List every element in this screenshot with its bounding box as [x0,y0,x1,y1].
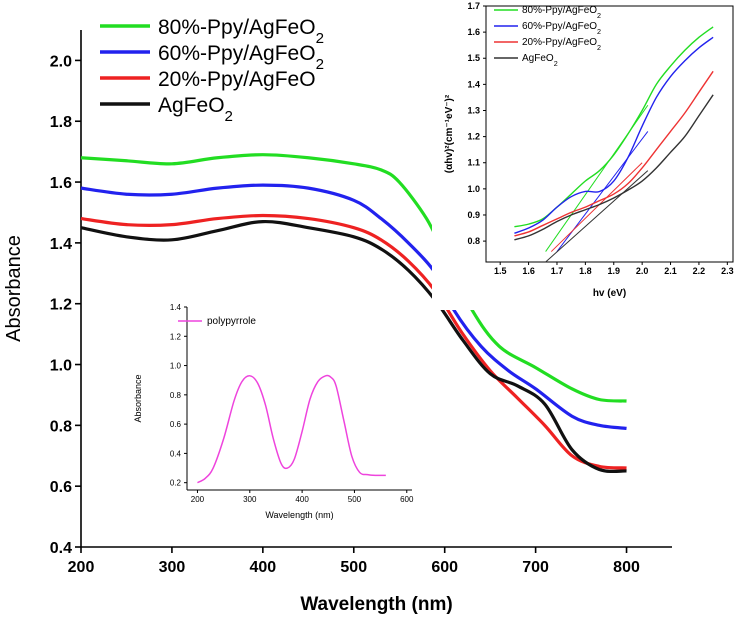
tauc-y-tick-label: 1.5 [467,53,480,63]
tauc-x-tick-label: 2.0 [636,266,649,276]
main-legend-label: AgFeO2 [158,94,233,125]
main-y-tick-label: 2.0 [50,53,72,70]
tauc-x-tick-label: 1.6 [522,266,535,276]
polypyrrole-x-tick-label: 200 [191,495,205,504]
tauc-y-tick-label: 1.0 [467,184,480,194]
polypyrrole-x-tick-label: 300 [243,495,257,504]
main-series-line [80,213,627,470]
main-x-tick-label: 600 [431,559,458,576]
main-series-line [80,153,627,403]
polypyrrole-y-tick-label: 0.4 [170,449,182,458]
tauc-legend-label: 80%-Ppy/AgFeO2 [522,5,601,20]
polypyrrole-y-tick-label: 1.2 [170,332,182,341]
tauc-x-tick-label: 1.7 [551,266,564,276]
tauc-legend-label: 20%-Ppy/AgFeO2 [522,37,601,52]
main-x-tick-label: 800 [613,559,640,576]
polypyrrole-y-tick-label: 0.6 [170,420,182,429]
polypyrrole-y-tick-label: 1.4 [170,303,182,312]
tauc-y-tick-label: 1.3 [467,105,480,115]
tauc-series-line [514,70,714,237]
main-x-tick-label: 200 [68,559,95,576]
tauc-y-tick-label: 1.6 [467,27,480,37]
polypyrrole-x-tick-label: 400 [295,495,309,504]
polypyrrole-y-axis-title: Absorbance [133,374,143,422]
main-series-line [80,183,627,430]
tauc-plot-frame [485,5,734,263]
main-x-axis-title: Wavelength (nm) [300,594,452,615]
main-x-tick-label: 400 [249,559,276,576]
polypyrrole-y-tick-label: 0.8 [170,391,182,400]
polypyrrole-x-axis-title: Wavelength (nm) [265,510,333,520]
polypyrrole-y-tick-label: 0.2 [170,479,182,488]
main-y-tick-label: 1.4 [50,236,72,253]
tauc-fit-line [550,162,643,252]
tauc-y-tick-label: 1.2 [467,132,480,142]
polypyrrole-series-line [197,374,386,484]
main-x-tick-label: 300 [159,559,186,576]
polypyrrole-inset-chart: 200 300 400 500 600 0.2 0.4 0.6 0.8 1.0 1.2 1.4 Wave… [133,302,414,520]
tauc-y-tick-label: 1.1 [467,158,480,168]
main-legend-label: 20%-Ppy/AgFeO [158,68,316,91]
main-y-tick-label: 0.8 [50,418,72,435]
tauc-x-tick-label: 2.2 [693,266,706,276]
polypyrrole-x-tick-label: 500 [348,495,362,504]
tauc-series-line [514,94,714,241]
main-y-tick-label: 0.4 [50,540,72,557]
polypyrrole-x-tick-label: 600 [400,495,414,504]
main-chart: 200 300 400 500 600 700 800 0.4 0.6 0.8 1.0 1.2 1.4 1… [3,16,672,615]
main-legend-label: 80%-Ppy/AgFeO2 [158,16,324,47]
main-y-tick-label: 1.2 [50,297,72,314]
main-x-tick-label: 700 [522,559,549,576]
tauc-y-tick-label: 1.7 [467,1,480,11]
tauc-x-tick-label: 1.5 [494,266,507,276]
tauc-series-line [514,36,714,234]
main-y-axis-title: Absorbance [3,235,25,342]
polypyrrole-inset-background [183,302,413,490]
tauc-y-tick-label: 0.9 [467,210,480,220]
main-legend-label: 60%-Ppy/AgFeO2 [158,42,324,73]
tauc-plot-inset-chart: 1.5 1.6 1.7 1.8 1.9 2.0 2.1 2.2 2.3 0.8 0.9 1.0 1.1 1… [432,1,734,310]
main-y-tick-label: 1.6 [50,175,72,192]
tauc-legend-label: AgFeO2 [522,53,558,68]
main-series-line [80,219,627,474]
main-x-tick-label: 500 [340,559,367,576]
tauc-y-tick-label: 1.4 [467,79,480,89]
main-y-tick-label: 0.6 [50,479,72,496]
main-y-tick-label: 1.0 [50,358,72,375]
tauc-y-axis-title: (αhv)²(cm⁻¹eV⁻)² [444,94,455,173]
tauc-x-tick-label: 2.3 [721,266,734,276]
main-y-tick-label: 1.8 [50,114,72,131]
polypyrrole-y-tick-label: 1.0 [170,362,182,371]
polypyrrole-legend-label: polypyrrole [207,316,256,327]
tauc-y-tick-label: 0.8 [467,236,480,246]
tauc-legend-label: 60%-Ppy/AgFeO2 [522,21,601,36]
tauc-x-axis-title: hv (eV) [593,288,626,299]
tauc-x-tick-label: 1.9 [608,266,621,276]
tauc-x-tick-label: 1.8 [579,266,592,276]
tauc-x-tick-label: 2.1 [664,266,677,276]
tauc-fit-line [545,170,649,263]
